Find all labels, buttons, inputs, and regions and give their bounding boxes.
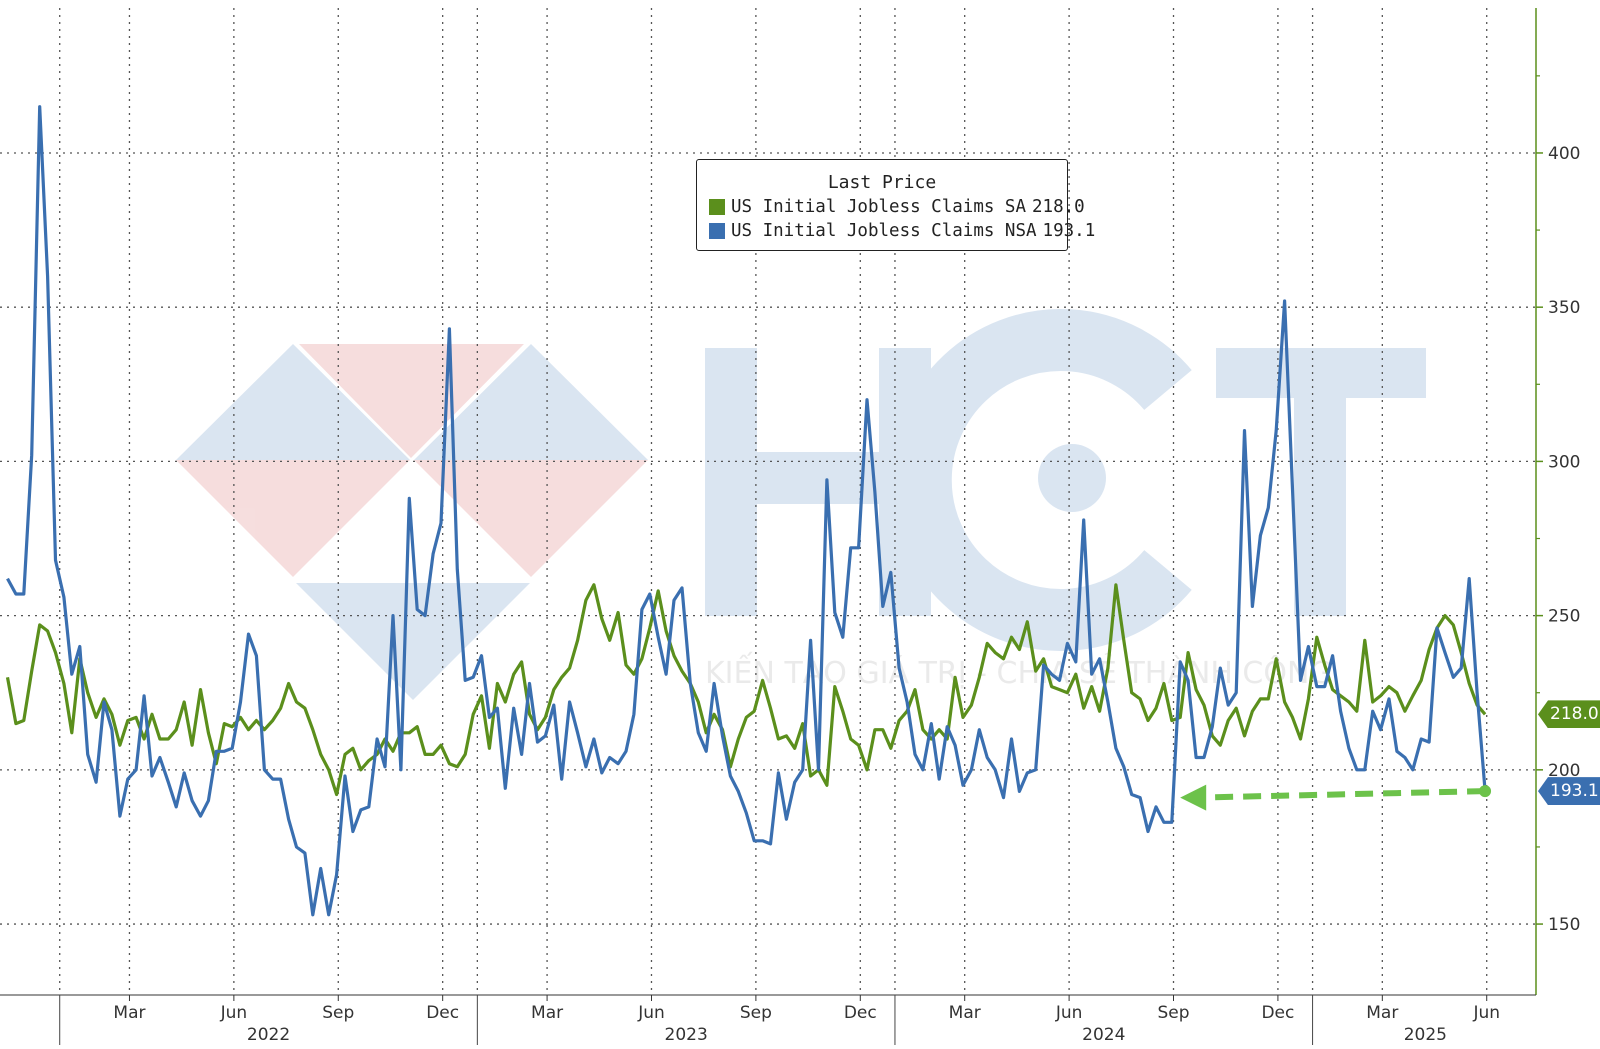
legend-value-nsa: 193.1 (1042, 221, 1096, 241)
legend-label-sa: US Initial Jobless Claims SA (731, 197, 1027, 217)
legend-label-nsa: US Initial Jobless Claims NSA (731, 221, 1037, 241)
last-value-label-nsa: 193.1 (1538, 777, 1600, 806)
x-tick-label: Jun (1472, 1003, 1500, 1023)
year-label: 2022 (247, 1025, 290, 1045)
x-tick-label: Mar (113, 1003, 145, 1023)
legend: Last Price US Initial Jobless Claims SA … (696, 159, 1095, 251)
x-tick-label: Jun (220, 1003, 248, 1023)
series-line-nsa (6, 105, 1487, 917)
x-tick-label: Sep (740, 1003, 772, 1023)
legend-item-sa: US Initial Jobless Claims SA 218.0 (709, 196, 1085, 218)
x-tick-label: Mar (531, 1003, 563, 1023)
x-tick-label: Dec (844, 1003, 877, 1023)
y-tick-label: 300 (1548, 452, 1580, 472)
x-tick-label: Mar (949, 1003, 981, 1023)
x-tick-label: Dec (426, 1003, 459, 1023)
legend-item-nsa: US Initial Jobless Claims NSA 193.1 (709, 220, 1095, 242)
legend-title: Last Price (827, 172, 937, 193)
y-tick-label: 200 (1548, 761, 1580, 781)
legend-swatch-nsa (709, 223, 725, 239)
last-value-label-sa: 218.0 (1538, 700, 1600, 729)
y-tick-label: 350 (1548, 298, 1580, 318)
x-tick-label: Mar (1366, 1003, 1398, 1023)
annotation-arrowhead (1180, 784, 1207, 811)
x-tick-label: Jun (637, 1003, 665, 1023)
x-tick-label: Sep (322, 1003, 354, 1023)
annotation-dashed-line (1198, 788, 1486, 801)
annotation-dot (1479, 785, 1492, 798)
x-tick-label: Sep (1157, 1003, 1189, 1023)
y-tick-label: 400 (1548, 144, 1580, 164)
y-tick-label: 150 (1548, 915, 1580, 935)
y-tick-label: 250 (1548, 607, 1580, 627)
year-label: 2025 (1404, 1025, 1447, 1045)
series-line-sa (5, 583, 1487, 797)
legend-value-sa: 218.0 (1032, 197, 1085, 217)
x-tick-label: Dec (1261, 1003, 1294, 1023)
legend-swatch-sa (709, 199, 725, 215)
year-label: 2024 (1082, 1025, 1125, 1045)
year-label: 2023 (665, 1025, 708, 1045)
hct-watermark-logo: KIẾN TẠO GIÁ TRỊ - CHIA SẺ THÀNH CÔNG (176, 309, 1426, 700)
x-tick-label: Jun (1055, 1003, 1083, 1023)
